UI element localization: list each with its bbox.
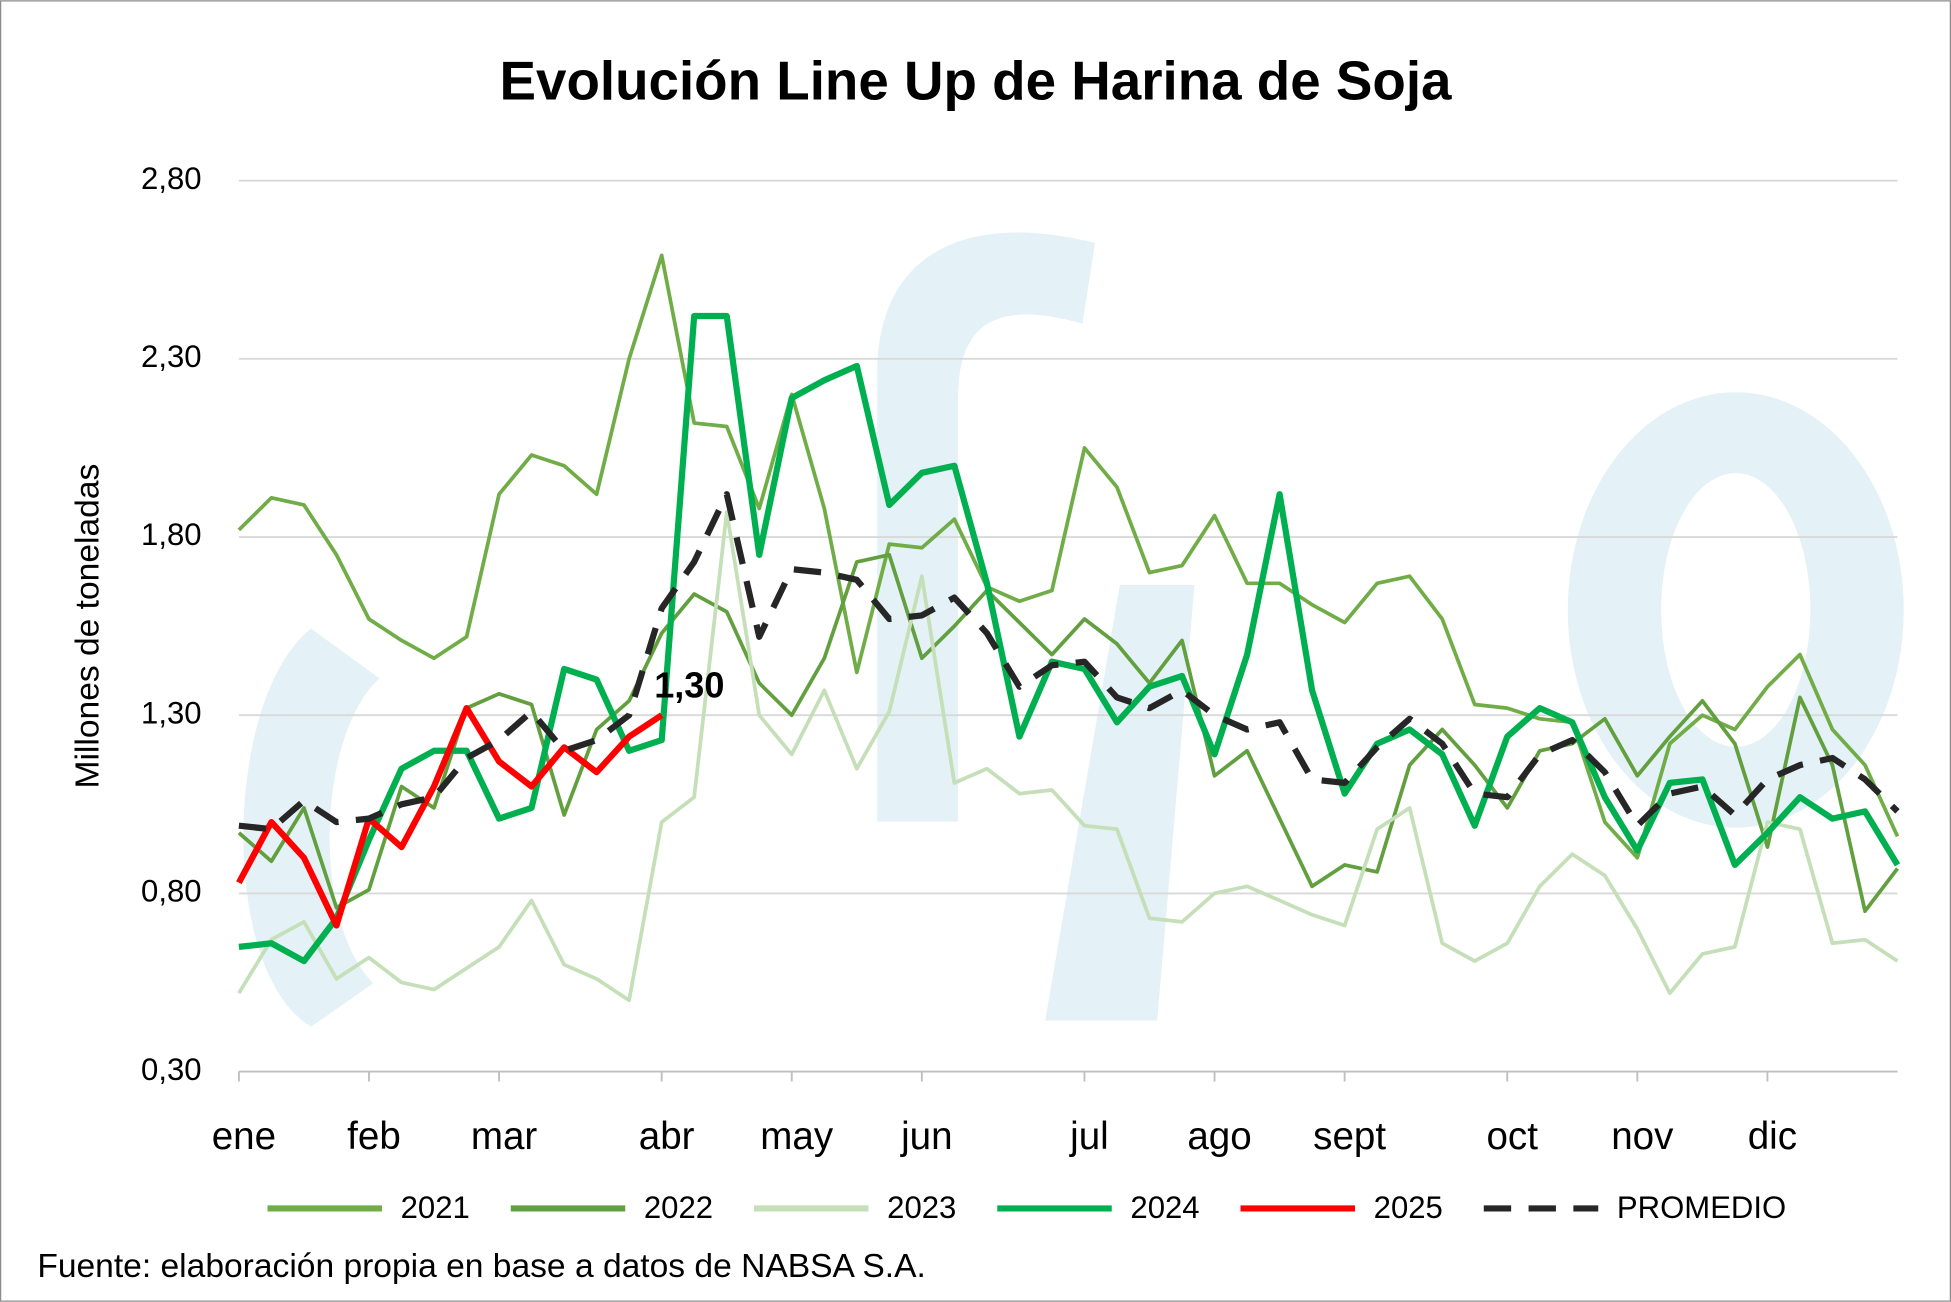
y-tick-label: 2,80 [141, 161, 202, 196]
legend-label: 2023 [887, 1190, 956, 1225]
chart-title: Evolución Line Up de Harina de Soja [500, 49, 1453, 111]
legend-label: PROMEDIO [1617, 1190, 1786, 1225]
legend-label: 2024 [1130, 1190, 1199, 1225]
y-tick-label: 0,30 [141, 1052, 202, 1087]
x-tick-label: abr [639, 1115, 695, 1158]
series-line [237, 253, 1900, 860]
watermark-hole [1661, 473, 1811, 747]
x-tick-label: ago [1187, 1115, 1251, 1158]
y-tick-label: 0,80 [141, 874, 202, 909]
x-tick-label: oct [1486, 1115, 1538, 1158]
series-line [237, 552, 1899, 914]
x-tick-label: dic [1748, 1115, 1797, 1158]
y-tick-label: 2,30 [141, 339, 202, 374]
series-line [238, 491, 1900, 833]
x-tick-label: jun [900, 1115, 952, 1158]
x-tick-label: feb [347, 1115, 401, 1158]
x-tick-label: may [760, 1115, 834, 1158]
y-tick-label: 1,80 [141, 517, 202, 552]
source-note: Fuente: elaboración propia en base a dat… [37, 1248, 926, 1285]
y-tick-label: 1,30 [141, 695, 202, 730]
x-tick-label: jul [1069, 1115, 1109, 1158]
series-line [236, 705, 664, 929]
series-line [237, 510, 1899, 1003]
data-label: 1,30 [654, 664, 724, 705]
x-tick-label: sept [1313, 1115, 1386, 1158]
legend-label: 2021 [401, 1190, 470, 1225]
x-tick-label: mar [471, 1115, 538, 1158]
x-tick-label: ene [212, 1115, 276, 1158]
x-tick-label: nov [1611, 1115, 1674, 1158]
series-line [238, 312, 1901, 965]
y-axis-label: Millones de toneladas [69, 464, 106, 789]
legend-label: 2025 [1374, 1190, 1443, 1225]
legend-label: 2022 [644, 1190, 713, 1225]
